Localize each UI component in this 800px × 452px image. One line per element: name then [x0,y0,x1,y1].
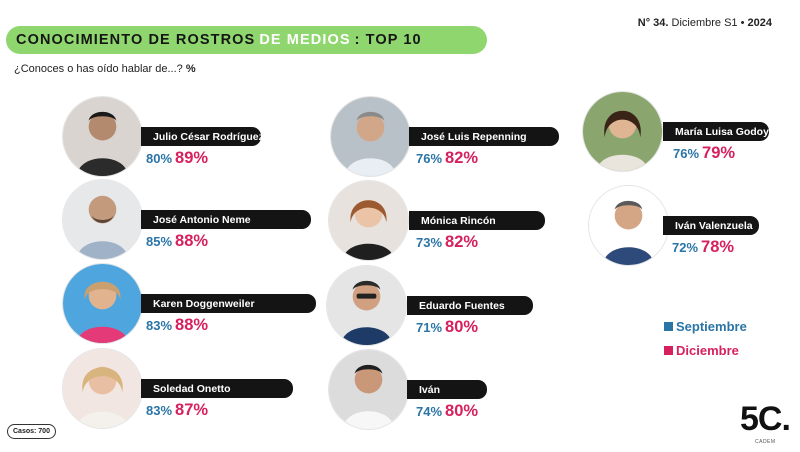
september-value: 83% [146,403,173,418]
logo-mark: 5C. [740,400,791,438]
portrait-photo-icon [63,264,142,343]
person-name: José Luis Repenning [409,127,559,146]
portrait-photo-icon [329,181,408,260]
portrait-photo-icon [329,350,408,429]
december-value: 89% [175,149,209,167]
legend-december-label: Diciembre [676,343,739,358]
december-value: 88% [175,232,209,250]
person-name: Soledad Onetto [141,379,293,398]
december-value: 78% [701,238,735,256]
september-value: 85% [146,234,173,249]
question-subtitle: ¿Conoces o has oído hablar de...? % [14,63,196,75]
december-value: 88% [175,316,209,334]
person-name: Eduardo Fuentes [407,296,533,315]
question-unit: % [185,63,196,75]
logo-subtext: CADEM [755,439,776,445]
september-value: 73% [416,235,443,250]
page-title: CONOCIMIENTO DE ROSTROS DE MEDIOS : TOP … [6,26,487,54]
portrait-photo-icon [331,97,410,176]
person-name: Iván Valenzuela [663,216,759,235]
title-part1: CONOCIMIENTO DE ROSTROS [16,32,256,48]
issue-year: 2024 [747,17,772,29]
title-highlight: DE MEDIOS [259,32,351,48]
december-value: 82% [445,233,479,251]
legend-september-label: Septiembre [676,319,747,334]
title-part2: : TOP 10 [354,32,422,48]
september-value: 71% [416,320,443,335]
person-name: Julio César Rodríguez [141,127,261,146]
september-value: 76% [416,151,443,166]
portrait-photo-icon [63,97,142,176]
december-square-icon [664,346,673,355]
september-value: 72% [672,240,699,255]
issue-prefix: N° [637,17,651,29]
september-square-icon [664,322,673,331]
portrait-photo-icon [63,349,142,428]
person-name: Iván [407,380,487,399]
person-name: José Antonio Neme [141,210,311,229]
person-name: María Luisa Godoy [663,122,769,141]
question-text: ¿Conoces o has oído hablar de...? [14,63,183,75]
legend-september: Septiembre [664,318,747,336]
september-value: 74% [416,404,443,419]
issue-period: Diciembre S1 • [671,17,745,29]
portrait-photo-icon [63,180,142,259]
issue-label: N° 34. Diciembre S1 • 2024 [638,17,772,29]
legend-december: Diciembre [664,342,739,360]
december-value: 80% [445,402,479,420]
december-value: 87% [175,401,209,419]
portrait-photo-icon [327,266,406,345]
sample-size-badge: Casos: 700 [7,424,56,439]
portrait-photo-icon [589,186,668,265]
september-value: 76% [673,146,700,161]
december-value: 79% [702,144,736,162]
person-name: Mónica Rincón [409,211,545,230]
september-value: 80% [146,151,173,166]
issue-number: 34. [653,17,669,29]
september-value: 83% [146,318,173,333]
december-value: 82% [445,149,479,167]
person-name: Karen Doggenweiler [141,294,316,313]
portrait-photo-icon [583,92,662,171]
cadem-logo: 5C. CADEM [740,400,791,448]
december-value: 80% [445,318,479,336]
